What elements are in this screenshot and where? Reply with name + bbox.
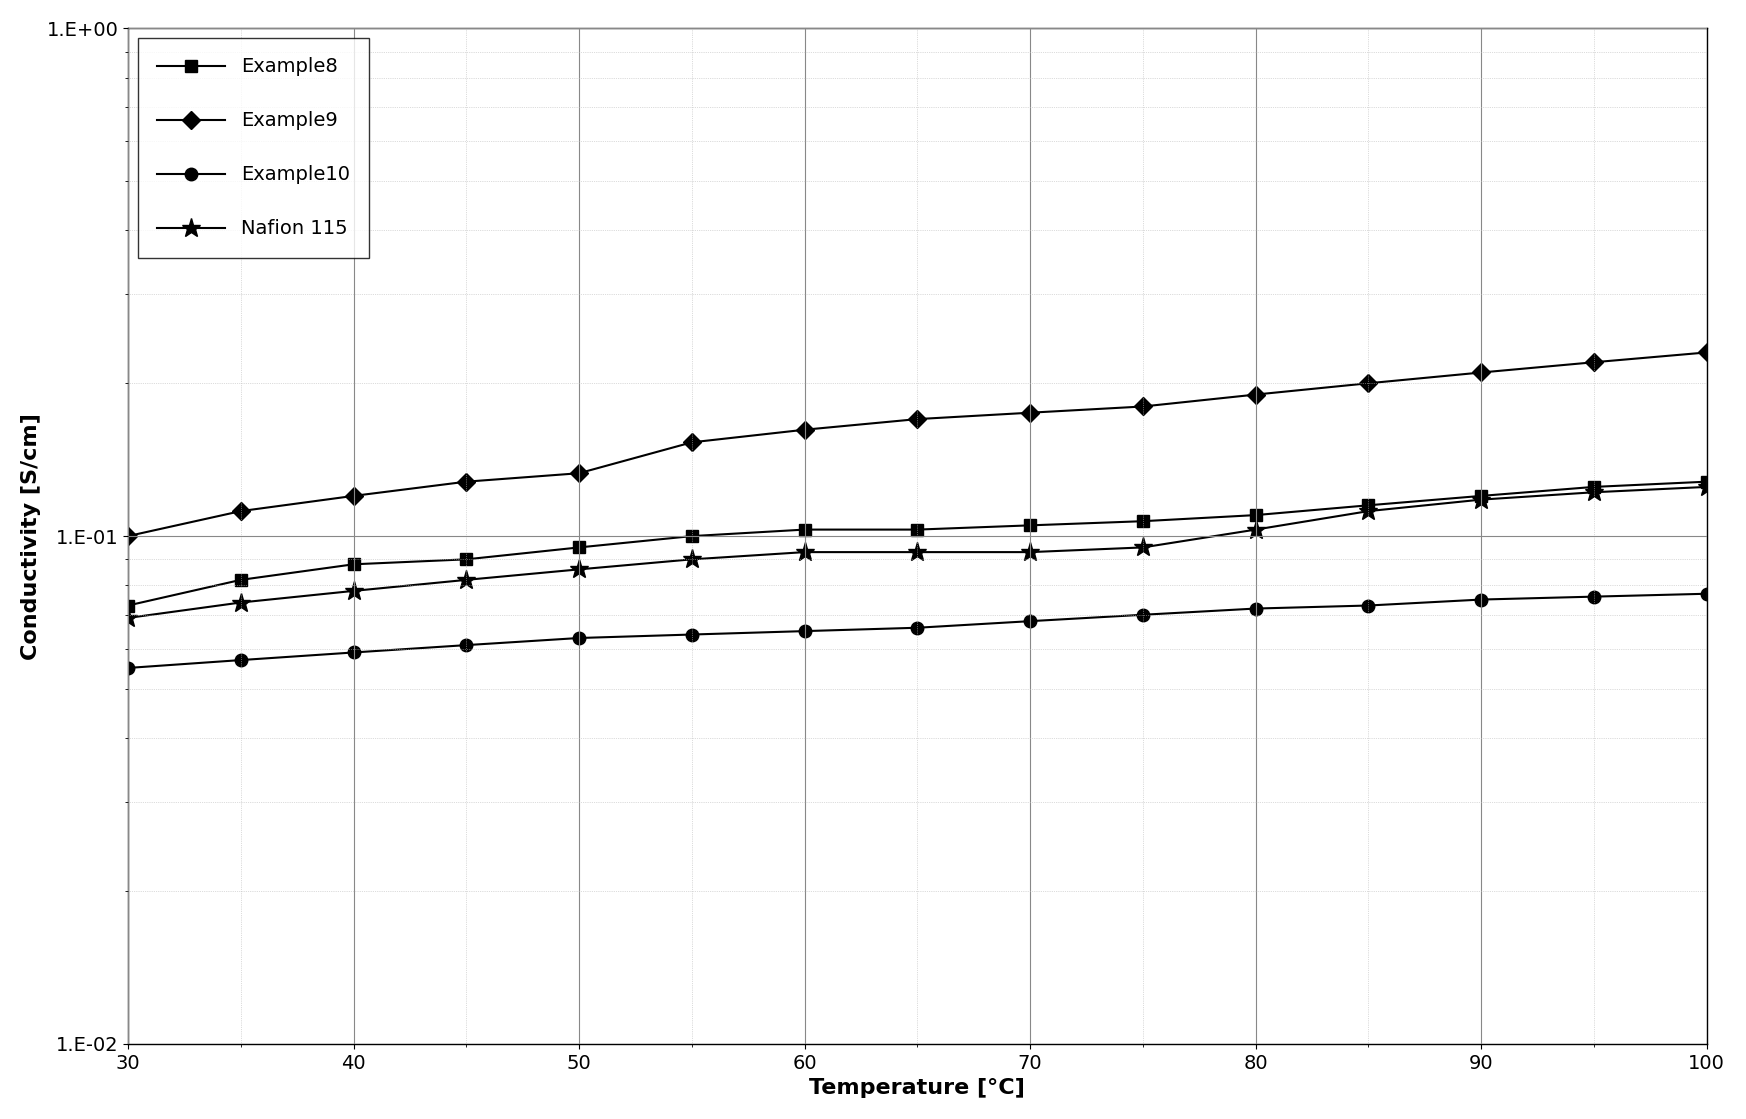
Nafion 115: [1584, 486, 1605, 499]
Line: Example8: Example8: [122, 476, 1713, 612]
Example8: [906, 523, 927, 536]
Example8: [794, 523, 815, 536]
Example8: [1020, 518, 1041, 532]
Example8: [117, 599, 138, 612]
Nafion 115: [1133, 540, 1154, 554]
Example10: [1697, 587, 1718, 601]
Example9: [1020, 406, 1041, 420]
Example10: [569, 631, 590, 645]
Example9: [456, 474, 477, 488]
Example8: [342, 557, 363, 571]
Example9: [569, 467, 590, 480]
Nafion 115: [342, 584, 363, 598]
Example9: [1470, 366, 1491, 379]
Nafion 115: [906, 545, 927, 558]
Line: Nafion 115: Nafion 115: [119, 477, 1716, 628]
Example8: [569, 540, 590, 554]
Example9: [1133, 399, 1154, 413]
Example10: [1584, 590, 1605, 603]
Example9: [681, 435, 702, 449]
Example8: [681, 529, 702, 543]
Example10: [1470, 593, 1491, 606]
Example9: [1245, 388, 1266, 402]
Nafion 115: [1245, 523, 1266, 536]
Example8: [230, 573, 251, 586]
Example10: [1020, 614, 1041, 628]
X-axis label: Temperature [°C]: Temperature [°C]: [810, 1079, 1025, 1098]
Nafion 115: [230, 595, 251, 609]
Example8: [1470, 489, 1491, 502]
Example9: [794, 423, 815, 436]
Line: Example9: Example9: [122, 346, 1713, 543]
Example10: [456, 639, 477, 652]
Nafion 115: [569, 563, 590, 576]
Example10: [1245, 602, 1266, 615]
Example9: [906, 413, 927, 426]
Example9: [117, 529, 138, 543]
Example10: [342, 646, 363, 659]
Example8: [1358, 499, 1379, 513]
Example9: [230, 505, 251, 518]
Example10: [1133, 608, 1154, 621]
Nafion 115: [117, 611, 138, 624]
Example10: [681, 628, 702, 641]
Example8: [1245, 508, 1266, 521]
Example9: [1584, 356, 1605, 369]
Example10: [906, 621, 927, 634]
Example8: [456, 553, 477, 566]
Example10: [230, 653, 251, 667]
Nafion 115: [1470, 492, 1491, 506]
Example9: [1358, 376, 1379, 389]
Example8: [1133, 515, 1154, 528]
Example10: [117, 661, 138, 675]
Line: Example10: Example10: [122, 587, 1713, 675]
Legend: Example8, Example9, Example10, Nafion 115: Example8, Example9, Example10, Nafion 11…: [138, 38, 368, 258]
Example10: [1358, 599, 1379, 612]
Nafion 115: [1697, 480, 1718, 493]
Example8: [1584, 480, 1605, 493]
Nafion 115: [1358, 505, 1379, 518]
Example9: [1697, 346, 1718, 359]
Nafion 115: [794, 545, 815, 558]
Nafion 115: [681, 553, 702, 566]
Nafion 115: [1020, 545, 1041, 558]
Example9: [342, 489, 363, 502]
Nafion 115: [456, 573, 477, 586]
Y-axis label: Conductivity [S/cm]: Conductivity [S/cm]: [21, 413, 40, 659]
Example8: [1697, 474, 1718, 488]
Example10: [794, 624, 815, 638]
